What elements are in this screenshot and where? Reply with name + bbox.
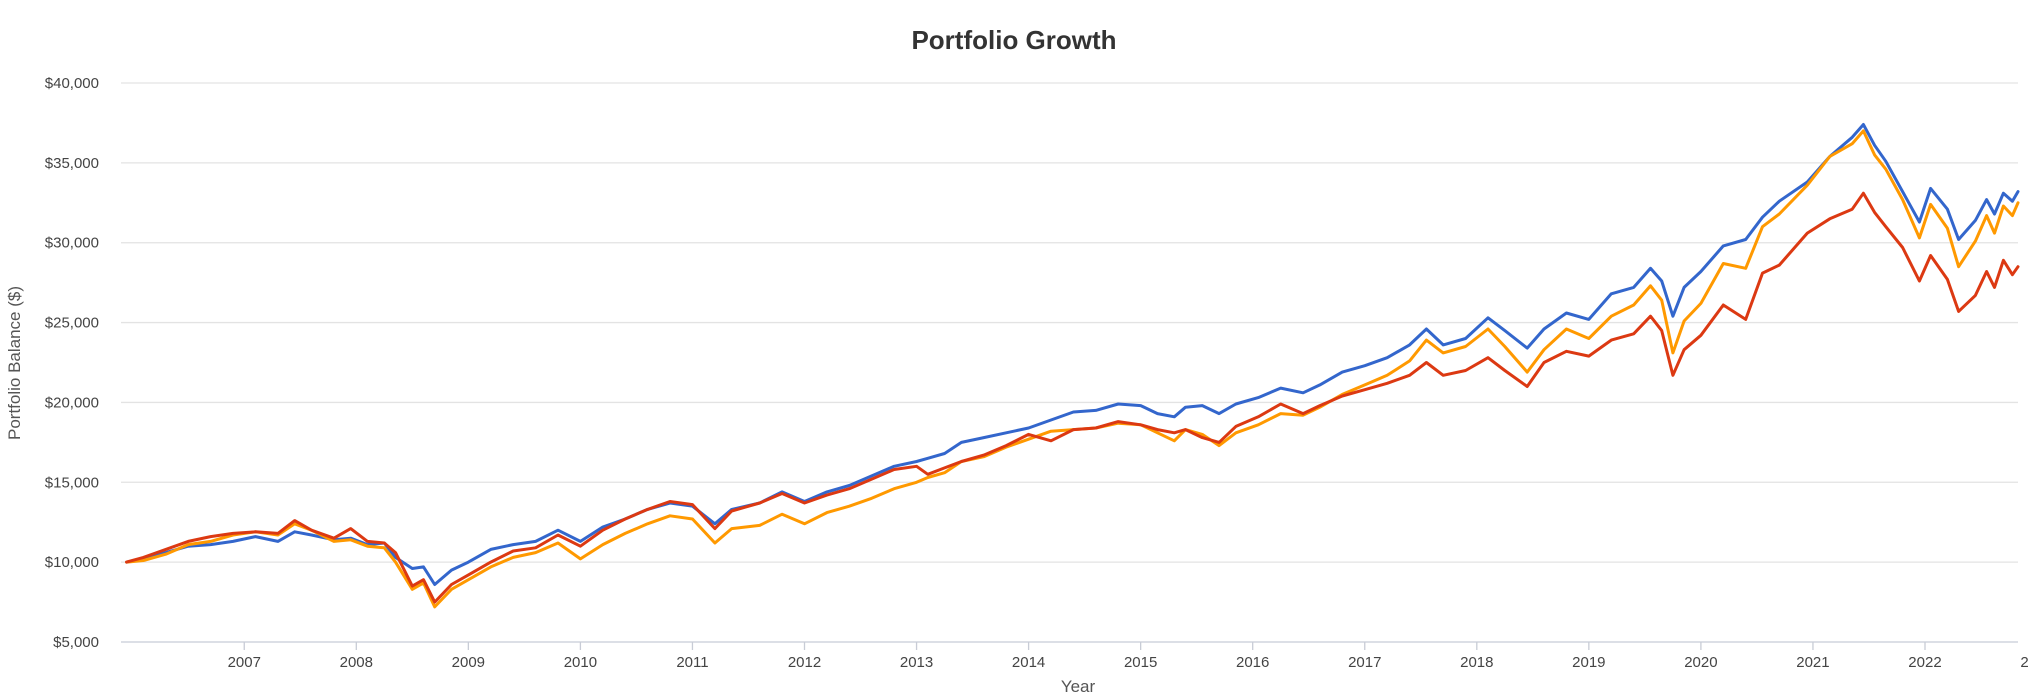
x-tick-label: 2018 <box>1460 654 1493 671</box>
y-tick-label: $15,000 <box>45 474 99 491</box>
x-tick-label: 2012 <box>788 654 821 671</box>
x-tick-label: 2007 <box>228 654 261 671</box>
y-tick-label: $25,000 <box>45 315 99 332</box>
series-lines <box>125 123 2020 609</box>
y-tick-label: $5,000 <box>53 634 99 651</box>
x-tick-label: 2011 <box>676 654 708 671</box>
y-tick-label: $35,000 <box>45 155 99 172</box>
x-tick-label: 2020 <box>1684 654 1717 671</box>
y-tick-label: $40,000 <box>45 75 99 92</box>
x-tick-label: 2014 <box>1012 654 1045 671</box>
chart-title: Portfolio Growth <box>911 25 1116 55</box>
grid-lines <box>121 82 2018 563</box>
y-axis-label: Portfolio Balance ($) <box>5 286 24 440</box>
y-tick-label: $10,000 <box>45 554 99 571</box>
series-line-2 <box>125 129 2020 609</box>
x-axis-label: Year <box>1061 677 1096 696</box>
series-line-3 <box>125 191 2020 604</box>
x-tick-label: 2016 <box>1236 654 1269 671</box>
x-tick-label: 2013 <box>900 654 933 671</box>
x-tick-label: 2009 <box>452 654 485 671</box>
x-tick-label: 2021 <box>1796 654 1829 671</box>
x-tick-label: 2017 <box>1348 654 1381 671</box>
y-tick-label: $20,000 <box>45 394 99 411</box>
y-tick-label: $30,000 <box>45 235 99 252</box>
x-tick-label: 2010 <box>564 654 597 671</box>
x-tick-label: 2019 <box>1572 654 1605 671</box>
series-line-1 <box>125 123 2020 586</box>
y-axis-ticks: $5,000 $10,000 $15,000 $20,000 $25,000 $30,00… <box>45 75 99 651</box>
x-tick-label: 2015 <box>1124 654 1157 671</box>
x-axis-ticks: 2007 2008 2009 2010 2011 2012 2013 2014 2015 2016… <box>228 642 2028 671</box>
x-tick-label: 2008 <box>340 654 373 671</box>
x-tick-label: 2023 <box>2020 654 2028 671</box>
x-tick-label: 2022 <box>1908 654 1941 671</box>
